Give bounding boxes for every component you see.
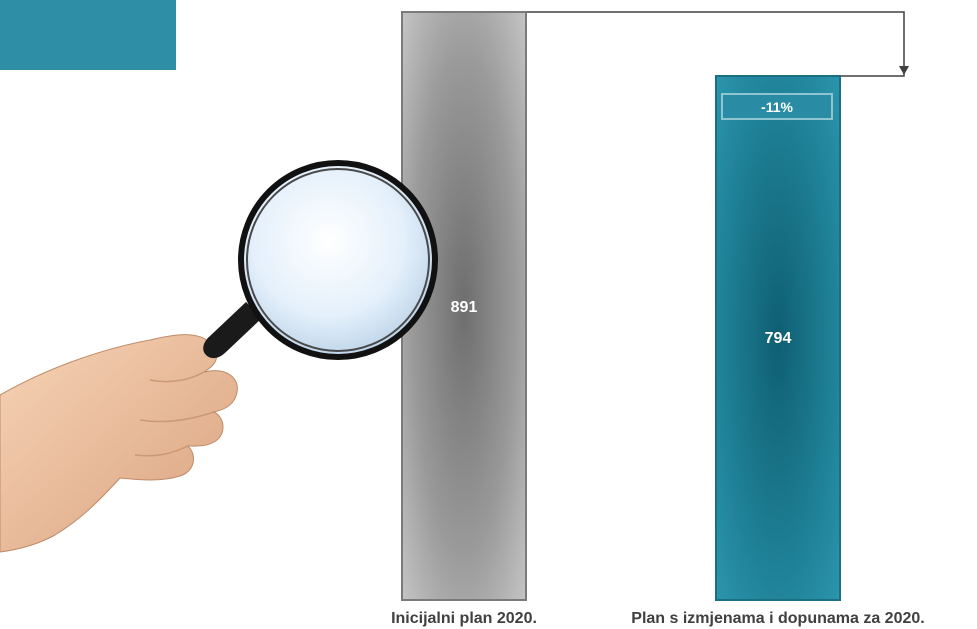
change-percent-label: -11% [761, 99, 793, 115]
magnifier-handle-icon [203, 302, 262, 359]
bar-value-label-initial: 891 [451, 299, 478, 316]
change-badge [721, 93, 833, 120]
change-connector-line [526, 11, 905, 77]
bar-amended-plan [715, 75, 841, 601]
category-label-initial: Inicijalni plan 2020. [391, 610, 537, 627]
hand-magnifier-illustration [0, 160, 438, 553]
bar-value-label-amended: 794 [765, 330, 792, 347]
corner-accent-block [0, 0, 176, 70]
change-arrow-icon [899, 66, 909, 76]
magnifier-lens-icon [238, 160, 438, 360]
category-label-amended: Plan s izmjenama i dopunama za 2020. [631, 610, 924, 627]
hand-icon [0, 334, 238, 553]
